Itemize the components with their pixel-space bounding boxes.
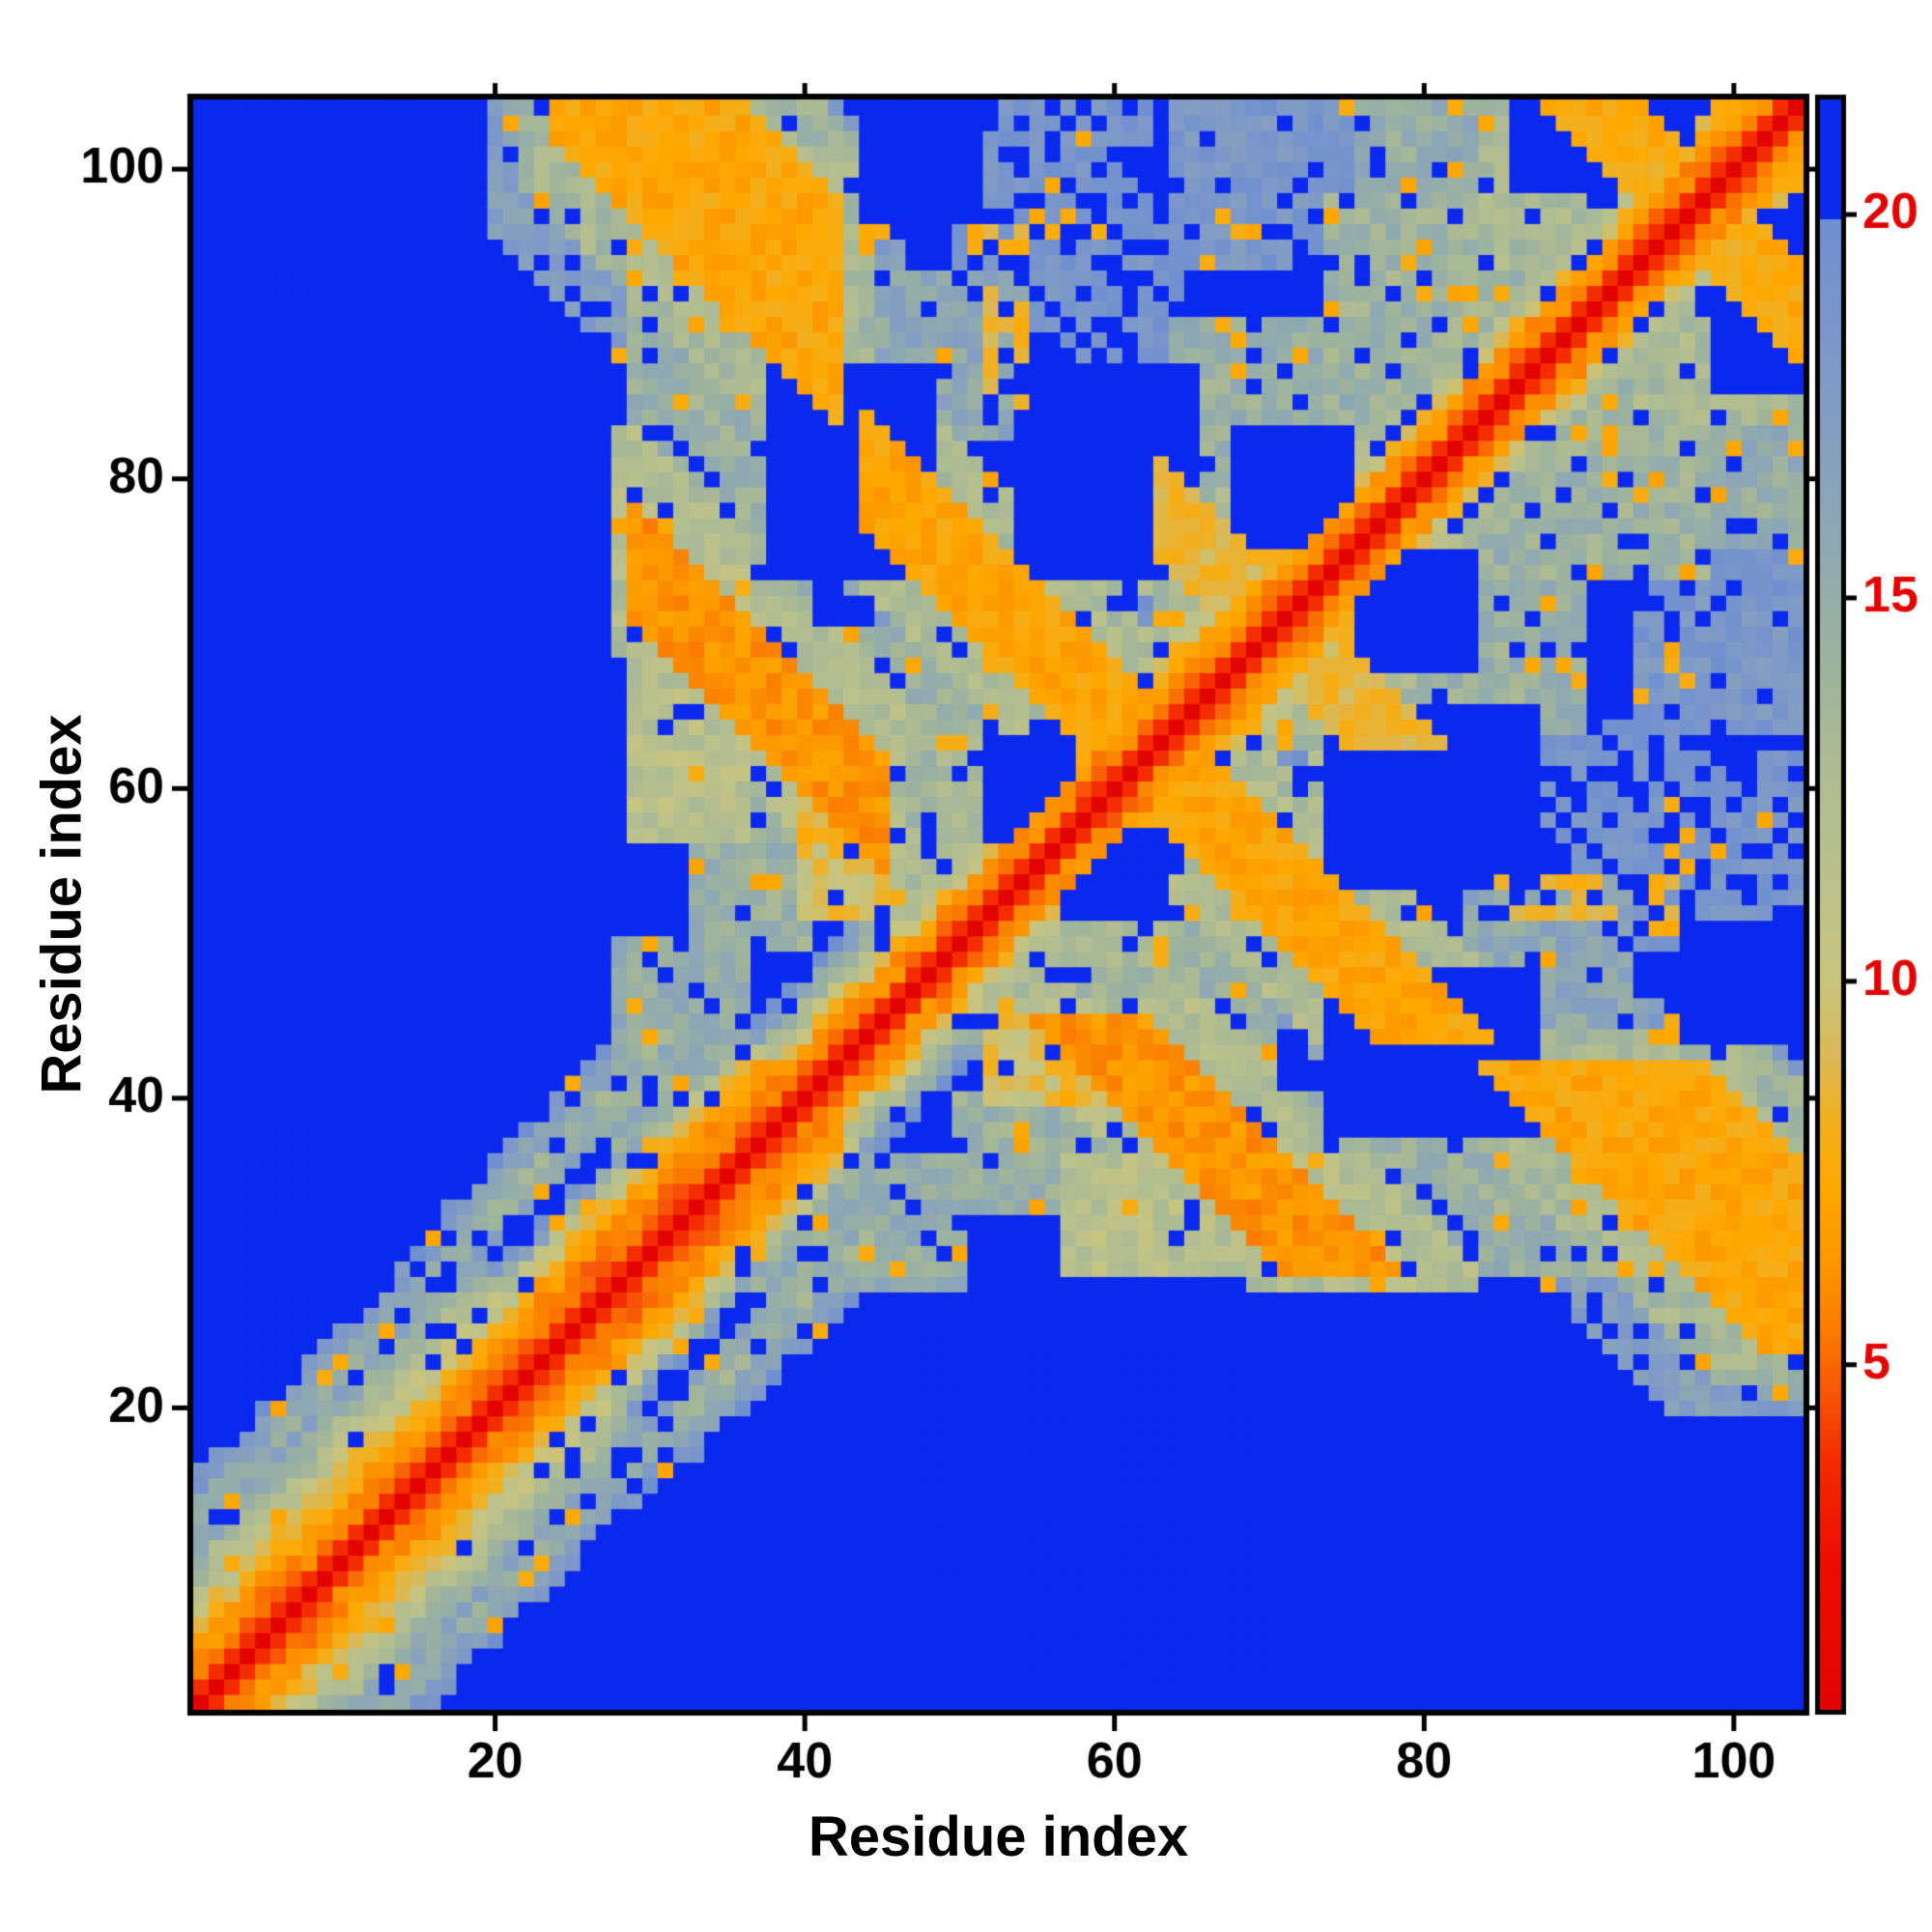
x-axis-title: Residue index (808, 1805, 1189, 1868)
y-axis-title: Residue index (30, 714, 94, 1094)
